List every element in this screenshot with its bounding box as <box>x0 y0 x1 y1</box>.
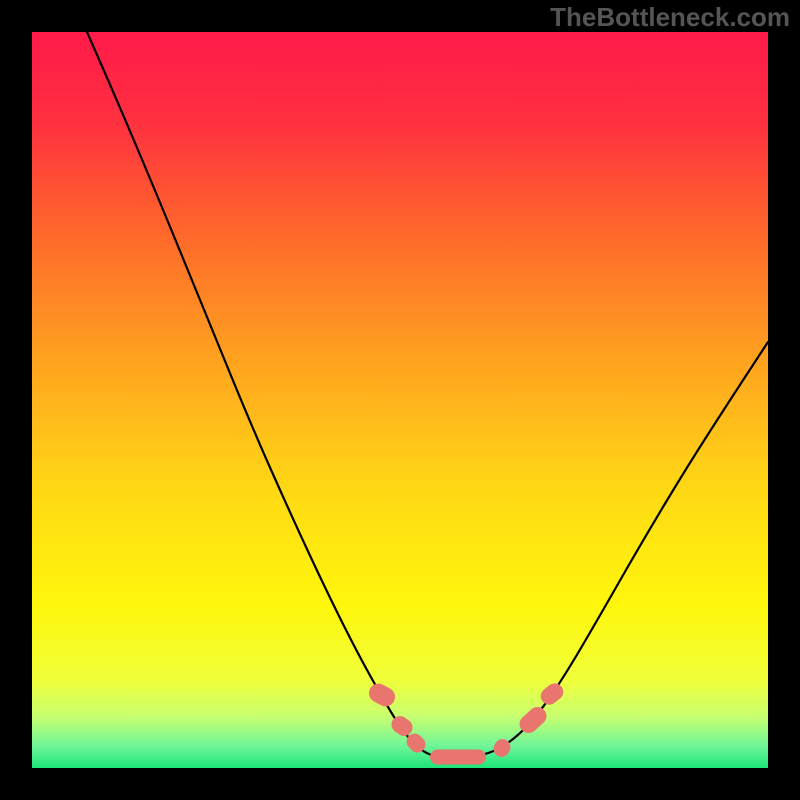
curve-right <box>442 342 768 758</box>
curve-left <box>87 32 442 758</box>
curve-layer <box>0 0 800 800</box>
chart-canvas: TheBottleneck.com <box>0 0 800 800</box>
data-marker <box>430 750 486 765</box>
watermark-text: TheBottleneck.com <box>550 2 790 33</box>
